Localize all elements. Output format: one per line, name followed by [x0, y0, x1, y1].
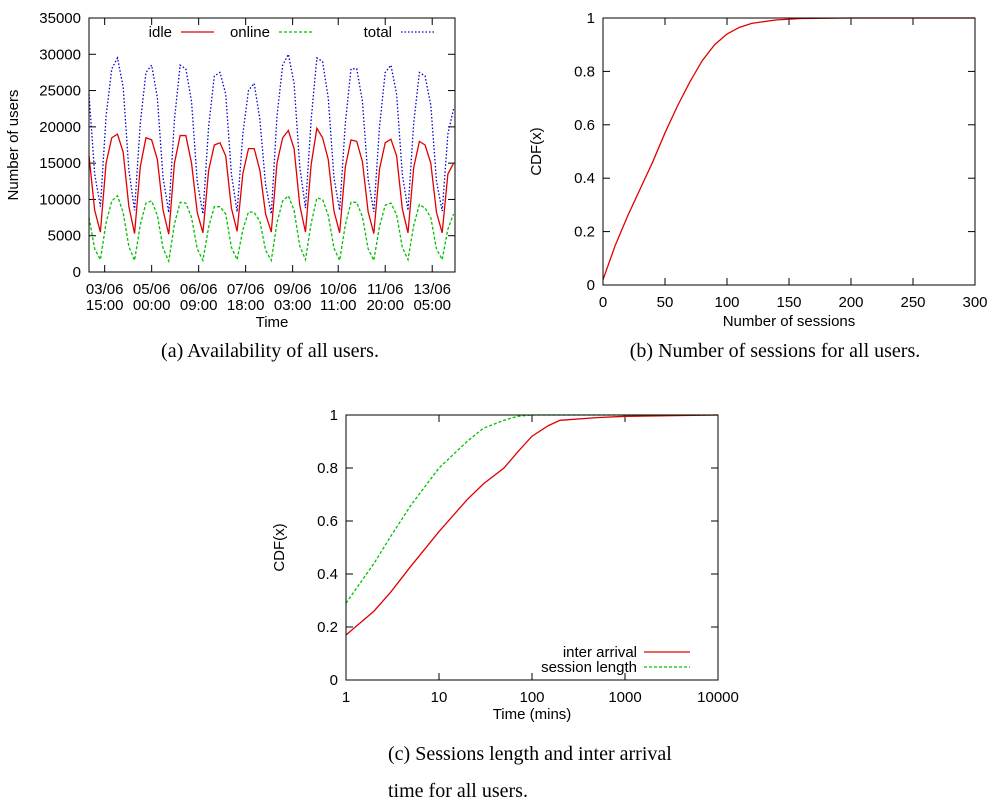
x-tick-label-line: 09/06	[274, 281, 312, 298]
x-tick-label: 06/06 09:00	[180, 281, 218, 314]
x-tick-label-line: 03:00	[274, 297, 312, 314]
y-tick-label: 0	[587, 277, 595, 294]
y-tick-label: 0	[330, 672, 338, 689]
x-tick-label-line: 05:00	[413, 297, 451, 314]
y-tick-label: 0.4	[317, 566, 338, 583]
y-axis-label: CDF(x)	[271, 523, 288, 571]
x-tick-label-line: 07/06	[227, 281, 265, 298]
y-tick-label: 1	[587, 10, 595, 27]
legend-label: online	[230, 24, 270, 41]
x-tick-label: 10/06 11:00	[319, 281, 357, 314]
legend-label: idle	[149, 24, 172, 41]
x-tick-label-line: 15:00	[86, 297, 124, 314]
x-tick-label: 1	[342, 689, 350, 706]
series-line	[345, 414, 718, 604]
x-tick-label: 05/06 00:00	[133, 281, 171, 314]
y-tick-label: 0.2	[574, 224, 595, 241]
x-tick-label: 100	[519, 689, 544, 706]
y-tick-label: 0.8	[317, 460, 338, 477]
x-tick-label-line: 05/06	[133, 281, 171, 298]
x-axis-label: Time (mins)	[493, 706, 572, 723]
caption: (b) Number of sessions for all users.	[630, 340, 921, 362]
x-tick-label: 10000	[697, 689, 739, 706]
y-tick-label: 35000	[39, 10, 81, 27]
legend-label: session length	[541, 659, 637, 676]
y-tick-label: 0.2	[317, 619, 338, 636]
y-tick-label: 5000	[48, 228, 81, 245]
y-tick-label: 0.6	[574, 117, 595, 134]
x-tick-label: 03/06 15:00	[86, 281, 124, 314]
y-tick-label: 0.8	[574, 63, 595, 80]
series-line	[88, 126, 455, 235]
x-tick-label-line: 00:00	[133, 297, 171, 314]
x-tick-label-line: 18:00	[227, 297, 265, 314]
series-line	[345, 414, 719, 636]
x-tick-label: 50	[657, 294, 674, 311]
x-tick-label-line: 13/06	[413, 281, 451, 298]
series-line	[88, 52, 455, 215]
x-tick-label-line: 11:00	[320, 297, 356, 314]
x-tick-label: 13/06 05:00	[413, 281, 451, 314]
caption: time for all users.	[388, 780, 528, 802]
x-tick-label-line: 06/06	[180, 281, 218, 298]
x-tick-label: 100	[714, 294, 739, 311]
x-axis-label: Time	[256, 314, 289, 331]
x-tick-label: 11/06 20:00	[366, 281, 404, 314]
x-tick-label: 07/06 18:00	[227, 281, 265, 314]
y-tick-label: 0	[73, 264, 81, 281]
y-tick-label: 15000	[39, 155, 81, 172]
plot-frame	[88, 17, 456, 273]
y-tick-label: 30000	[39, 46, 81, 63]
series-line	[602, 17, 975, 280]
caption: (a) Availability of all users.	[161, 340, 379, 362]
x-tick-label-line: 20:00	[366, 297, 404, 314]
series-line	[88, 194, 455, 264]
caption: (c) Sessions length and inter arrival	[388, 743, 672, 765]
y-tick-label: 1	[330, 407, 338, 424]
y-axis-label: Number of users	[5, 90, 22, 201]
x-tick-label: 250	[900, 294, 925, 311]
y-tick-label: 20000	[39, 119, 81, 136]
y-tick-label: 0.4	[574, 170, 595, 187]
x-tick-label: 200	[838, 294, 863, 311]
x-axis-label: Number of sessions	[723, 313, 856, 330]
legend-label: total	[364, 24, 392, 41]
x-tick-label-line: 11/06	[367, 281, 403, 298]
y-tick-label: 25000	[39, 83, 81, 100]
plot-frame	[602, 17, 976, 286]
x-tick-label: 300	[962, 294, 987, 311]
x-tick-label: 10	[431, 689, 448, 706]
x-tick-label-line: 03/06	[86, 281, 124, 298]
x-tick-label: 0	[599, 294, 607, 311]
legend-label: inter arrival	[563, 644, 637, 661]
y-tick-label: 0.6	[317, 513, 338, 530]
y-tick-label: 10000	[39, 191, 81, 208]
x-tick-label-line: 10/06	[319, 281, 357, 298]
x-tick-label-line: 09:00	[180, 297, 218, 314]
x-tick-label: 1000	[608, 689, 641, 706]
plot-frame	[345, 414, 719, 681]
y-axis-label: CDF(x)	[528, 127, 545, 175]
x-tick-label: 09/06 03:00	[274, 281, 312, 314]
x-tick-label: 150	[776, 294, 801, 311]
